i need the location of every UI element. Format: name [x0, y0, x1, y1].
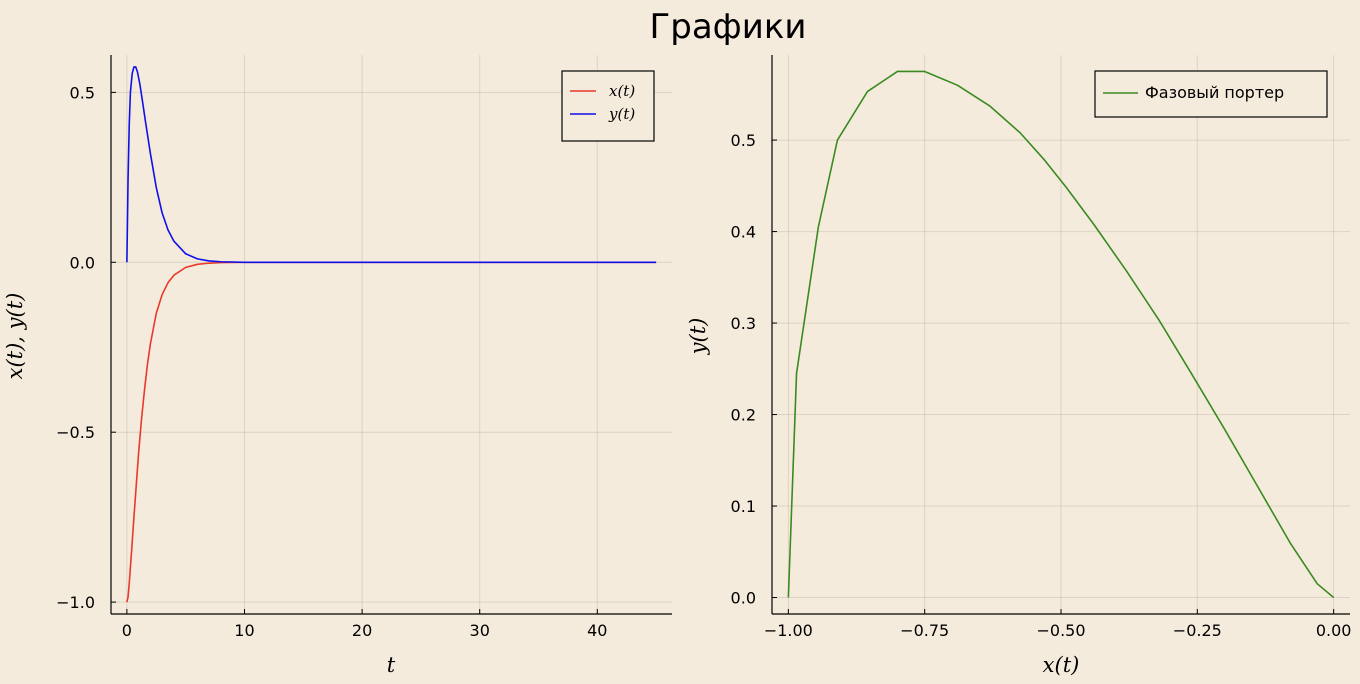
x-tick-label: 30: [470, 621, 490, 640]
x-tick-label: −1.00: [764, 621, 813, 640]
x-tick-label: 0.00: [1316, 621, 1352, 640]
y-tick-label: 0.3: [731, 314, 756, 333]
legend-label: x(t): [609, 82, 635, 100]
x-tick-label: 40: [587, 621, 607, 640]
y-tick-label: 0.2: [731, 406, 756, 425]
series-line-2: [126, 66, 657, 264]
legend-box: [1094, 70, 1328, 118]
y-axis-label: x(t), y(t): [3, 293, 27, 380]
legend-label: y(t): [608, 105, 635, 123]
series-line-1: [787, 70, 1335, 599]
y-tick-label: 0.4: [731, 223, 756, 242]
x-tick-label: 20: [352, 621, 372, 640]
phase-portrait-panel: −1.00 −0.75 −0.50 −0.25 0.00 0.0 0.1 0.2 0.3 0.4 0…: [686, 55, 1351, 677]
y-tick-label: −1.0: [56, 593, 95, 612]
x-tick-label: −0.75: [900, 621, 949, 640]
x-tick-label: −0.25: [1173, 621, 1222, 640]
y-tick-label: 0.5: [731, 131, 756, 150]
x-axis-label: t: [387, 653, 396, 677]
legend: x(t) y(t): [561, 70, 655, 142]
x-tick-label: 0: [122, 621, 132, 640]
x-tick-label: −0.50: [1036, 621, 1085, 640]
y-tick-label: 0.0: [70, 253, 95, 272]
x-tick-label: 10: [234, 621, 254, 640]
legend: Фазовый портер: [1094, 70, 1328, 118]
x-axis-label: x(t): [1043, 653, 1080, 677]
time-series-panel: 0 10 20 30 40 −1.0 −0.5 0.0 0.5 t x(t), y(t) x(t) y(…: [3, 55, 672, 677]
y-tick-label: 0.1: [731, 497, 756, 516]
figure-title: Графики: [650, 7, 807, 47]
y-tick-label: −0.5: [56, 423, 95, 442]
y-tick-label: 0.5: [70, 83, 95, 102]
y-axis-label: y(t): [686, 318, 710, 356]
legend-label: Фазовый портер: [1145, 83, 1284, 102]
legend-box: [561, 70, 655, 142]
y-tick-label: 0.0: [731, 589, 756, 608]
